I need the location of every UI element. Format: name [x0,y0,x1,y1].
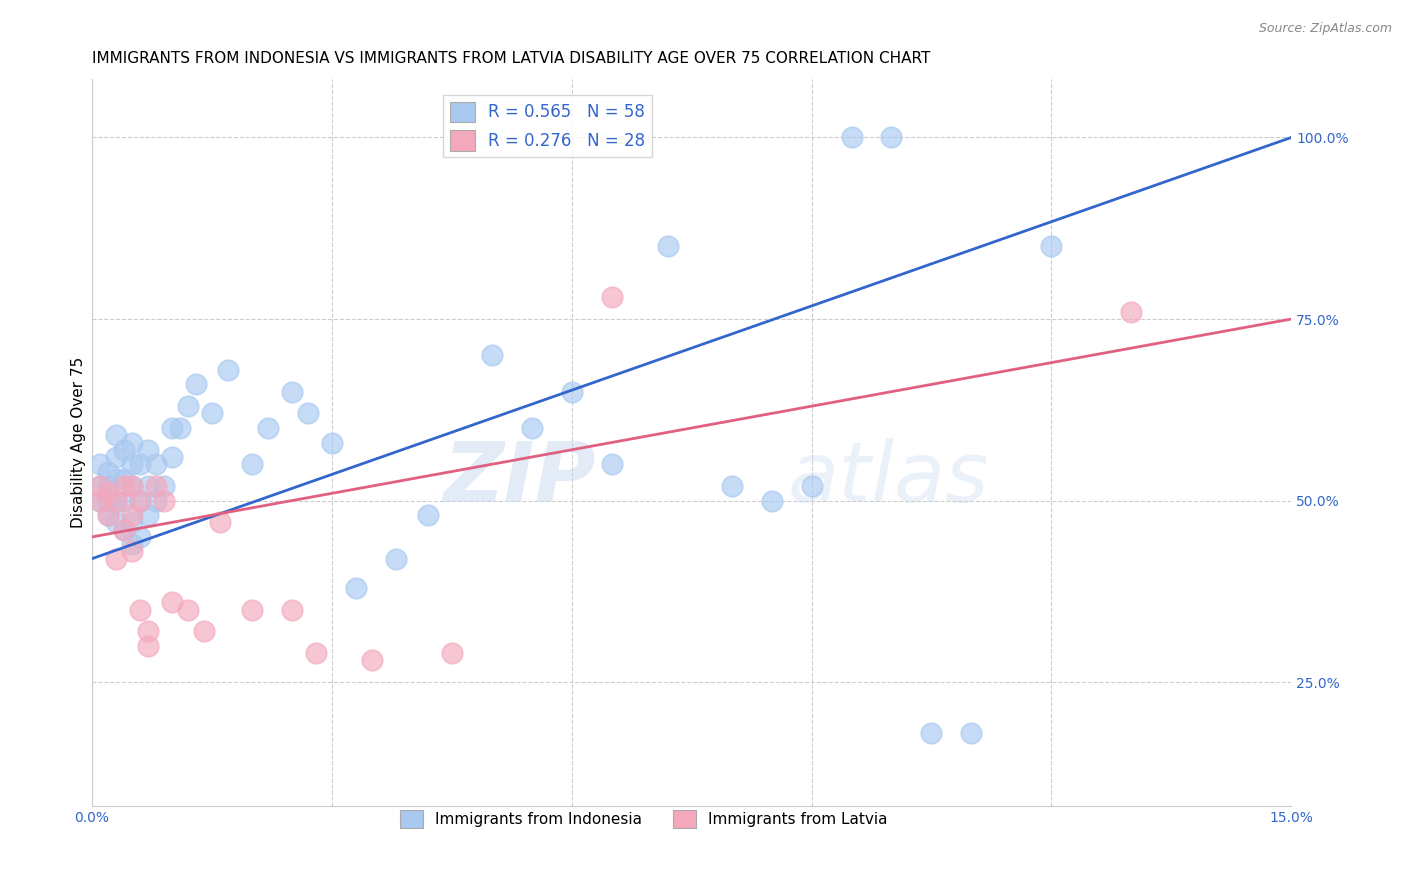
Point [112,472,135,486]
Point [89,479,111,493]
Point [97,465,120,479]
Point [600,458,623,472]
Point [177,602,200,616]
Point [145,479,167,493]
Point [657,239,679,253]
Point [217,363,239,377]
Point [89,493,111,508]
Point [960,726,983,740]
Point [256,421,278,435]
Point [344,581,367,595]
Text: Source: ZipAtlas.com: Source: ZipAtlas.com [1258,22,1392,36]
Point [208,516,231,530]
Point [416,508,439,523]
Legend: Immigrants from Indonesia, Immigrants from Latvia: Immigrants from Indonesia, Immigrants fr… [394,804,893,834]
Point [201,407,224,421]
Point [136,479,159,493]
Point [121,435,143,450]
Point [136,624,159,639]
Text: ZIP: ZIP [443,438,596,519]
Point [104,472,127,486]
Point [160,595,183,609]
Point [136,508,159,523]
Point [89,458,111,472]
Point [97,493,120,508]
Y-axis label: Disability Age Over 75: Disability Age Over 75 [72,357,86,528]
Point [97,486,120,500]
Point [128,602,150,616]
Point [121,508,143,523]
Point [152,493,174,508]
Point [112,523,135,537]
Point [104,493,127,508]
Point [240,602,263,616]
Point [121,458,143,472]
Point [160,421,183,435]
Point [305,646,328,660]
Point [104,551,127,566]
Point [152,479,174,493]
Point [481,348,503,362]
Point [280,602,302,616]
Point [121,537,143,551]
Point [112,479,135,493]
Point [360,653,382,667]
Point [112,523,135,537]
Point [97,508,120,523]
Point [384,551,406,566]
Point [280,384,302,399]
Point [177,399,200,413]
Point [104,493,127,508]
Point [880,130,903,145]
Point [128,493,150,508]
Point [761,493,783,508]
Point [97,508,120,523]
Point [1121,305,1143,319]
Point [112,442,135,457]
Point [800,479,823,493]
Point [160,450,183,464]
Point [121,544,143,558]
Point [169,421,191,435]
Text: IMMIGRANTS FROM INDONESIA VS IMMIGRANTS FROM LATVIA DISABILITY AGE OVER 75 CORRE: IMMIGRANTS FROM INDONESIA VS IMMIGRANTS … [91,51,931,66]
Point [321,435,343,450]
Point [240,458,263,472]
Point [128,493,150,508]
Point [128,458,150,472]
Point [145,493,167,508]
Point [193,624,215,639]
Point [561,384,583,399]
Point [89,493,111,508]
Point [136,442,159,457]
Point [520,421,543,435]
Point [145,458,167,472]
Point [1040,239,1063,253]
Point [136,639,159,653]
Point [297,407,319,421]
Point [104,516,127,530]
Point [121,516,143,530]
Point [720,479,742,493]
Point [184,377,207,392]
Point [121,479,143,493]
Point [121,479,143,493]
Point [600,290,623,304]
Point [128,530,150,544]
Point [112,493,135,508]
Text: atlas: atlas [787,438,990,519]
Point [97,479,120,493]
Point [89,479,111,493]
Point [841,130,863,145]
Point [104,450,127,464]
Point [104,428,127,442]
Point [440,646,463,660]
Point [920,726,942,740]
